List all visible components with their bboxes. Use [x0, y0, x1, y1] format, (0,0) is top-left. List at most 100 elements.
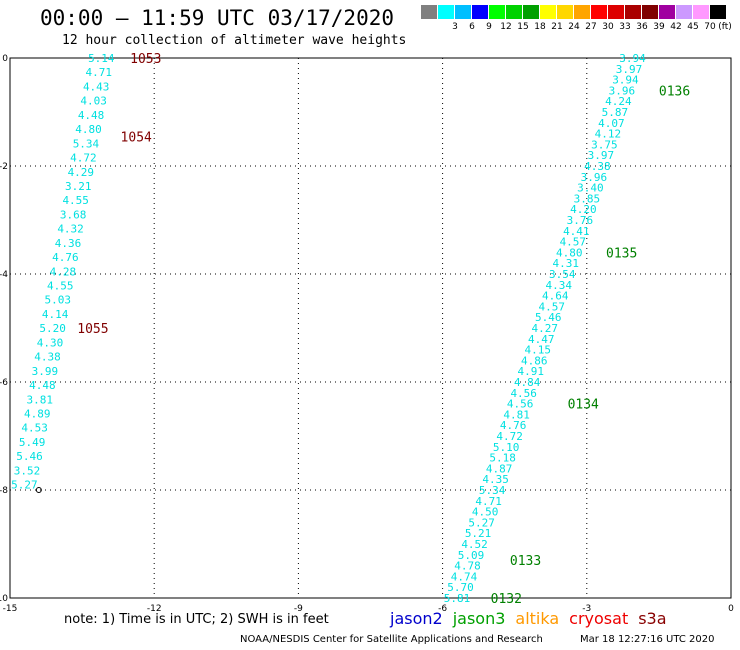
- wave-height-value: 5.34: [479, 484, 506, 497]
- map-frame: [9, 57, 732, 599]
- wave-height-value: 5.46: [535, 311, 562, 324]
- wave-height-value: 5.49: [19, 436, 46, 449]
- wave-height-value: 3.97: [616, 63, 643, 76]
- wave-height-value: 5.21: [465, 527, 492, 540]
- scale-swatch: [489, 5, 505, 19]
- wave-height-value: 4.48: [78, 109, 105, 122]
- wave-height-value: 3.21: [65, 180, 92, 193]
- y-tick-label: -2: [0, 162, 8, 172]
- satellite-s3a: s3a: [638, 609, 667, 628]
- scale-swatch: [642, 5, 658, 19]
- pass-time-label: 1054: [121, 130, 152, 145]
- wave-height-value: 4.80: [75, 123, 102, 136]
- wave-height-value: 4.87: [486, 462, 513, 475]
- scale-swatch: [540, 5, 556, 19]
- scale-swatch: [625, 5, 641, 19]
- wave-height-value: 5.10: [493, 441, 520, 454]
- satellite-legend: jason2 jason3 altika cryosat s3a: [390, 609, 677, 628]
- x-tick-label: -12: [147, 604, 162, 614]
- pass-time-label: 0133: [510, 554, 541, 569]
- wave-height-value: 4.30: [37, 336, 64, 349]
- wave-height-value: 4.80: [556, 246, 583, 259]
- scale-swatch: [591, 5, 607, 19]
- scale-swatch: [455, 5, 471, 19]
- wave-height-value: 3.81: [27, 393, 54, 406]
- wave-height-value: 5.14: [88, 52, 115, 65]
- wave-height-value: 4.78: [454, 560, 481, 573]
- wave-height-value: 4.57: [539, 300, 566, 313]
- scale-label: 24: [568, 22, 580, 32]
- wave-height-value: 4.84: [514, 376, 541, 389]
- x-tick-label: -6: [438, 604, 447, 614]
- wave-height-value: 3.94: [619, 52, 646, 65]
- wave-height-value: 5.27: [11, 479, 38, 492]
- wave-height-value: 3.85: [574, 192, 601, 205]
- wave-height-value: 4.03: [80, 95, 107, 108]
- wave-height-value: 4.07: [598, 117, 625, 130]
- x-tick-label: -15: [3, 604, 18, 614]
- wave-height-value: 3.76: [567, 214, 594, 227]
- wave-height-value: 5.87: [602, 106, 629, 119]
- wave-height-value: 4.81: [503, 408, 530, 421]
- wave-height-value: 3.75: [591, 138, 618, 151]
- pass-time-label: 1055: [77, 322, 108, 337]
- scale-swatch: [557, 5, 573, 19]
- scale-label: 33: [619, 22, 631, 32]
- wave-height-value: 4.56: [510, 387, 537, 400]
- wave-height-value: 4.29: [68, 166, 95, 179]
- pass-time-label: 1053: [130, 52, 161, 67]
- wave-height-value: 5.34: [73, 137, 100, 150]
- wave-height-value: 4.15: [524, 344, 551, 357]
- y-tick-label: -6: [0, 378, 8, 388]
- satellite-jason3: jason3: [452, 609, 506, 628]
- wave-height-value: 4.20: [570, 203, 597, 216]
- scale-swatch: [506, 5, 522, 19]
- page-subtitle: 12 hour collection of altimeter wave hei…: [62, 33, 407, 48]
- wave-height-value: 4.57: [560, 236, 587, 249]
- wave-height-value: 5.81: [444, 592, 471, 605]
- wave-height-value: 5.18: [489, 452, 516, 465]
- scale-label: 15: [517, 22, 529, 32]
- pass-time-label: 0135: [606, 246, 637, 261]
- scale-swatch: [523, 5, 539, 19]
- scale-swatch: [693, 5, 709, 19]
- wave-height-value: 4.34: [546, 279, 573, 292]
- wave-height-value: 4.31: [553, 257, 580, 270]
- y-tick-label: 0: [2, 54, 8, 64]
- scale-swatch: [438, 5, 454, 19]
- wave-height-value: 4.72: [70, 152, 97, 165]
- scale-label: 45: [687, 22, 699, 32]
- wave-height-value: 3.96: [609, 84, 636, 97]
- scale-label: 36: [636, 22, 648, 32]
- y-tick-label: -10: [0, 594, 8, 604]
- location-marker: [35, 487, 42, 493]
- scale-swatch: [608, 5, 624, 19]
- wave-height-value: 5.46: [16, 450, 43, 463]
- scale-label: 42: [670, 22, 682, 32]
- wave-height-value: 4.53: [21, 422, 48, 435]
- scale-label: 39: [653, 22, 665, 32]
- y-tick-label: -4: [0, 270, 8, 280]
- wave-height-value: 4.47: [528, 333, 555, 346]
- wave-height-value: 4.36: [55, 237, 82, 250]
- scale-swatch: [421, 5, 437, 19]
- wave-height-value: 4.43: [83, 80, 110, 93]
- wave-height-value: 4.52: [461, 538, 488, 551]
- scale-swatch: [710, 5, 726, 19]
- wave-height-value: 4.27: [531, 322, 558, 335]
- satellite-altika: altika: [515, 609, 560, 628]
- wave-height-value: 4.91: [517, 365, 544, 378]
- wave-height-value: 5.27: [468, 516, 495, 529]
- scale-swatch: [659, 5, 675, 19]
- wave-height-value: 3.68: [60, 208, 87, 221]
- wave-height-value: 3.52: [14, 464, 41, 477]
- scale-label: 70: [704, 22, 716, 32]
- wave-height-value: 4.35: [482, 473, 509, 486]
- wave-height-value: 4.41: [563, 225, 590, 238]
- wave-height-map[interactable]: -15-12-9-6-300-2-4-6-8-105.144.714.434.0…: [0, 50, 740, 620]
- wave-height-value: 5.20: [39, 322, 66, 335]
- wave-height-value: 4.48: [29, 379, 56, 392]
- scale-label: 12: [500, 22, 512, 32]
- wave-height-value: 4.89: [24, 408, 51, 421]
- scale-swatch: [574, 5, 590, 19]
